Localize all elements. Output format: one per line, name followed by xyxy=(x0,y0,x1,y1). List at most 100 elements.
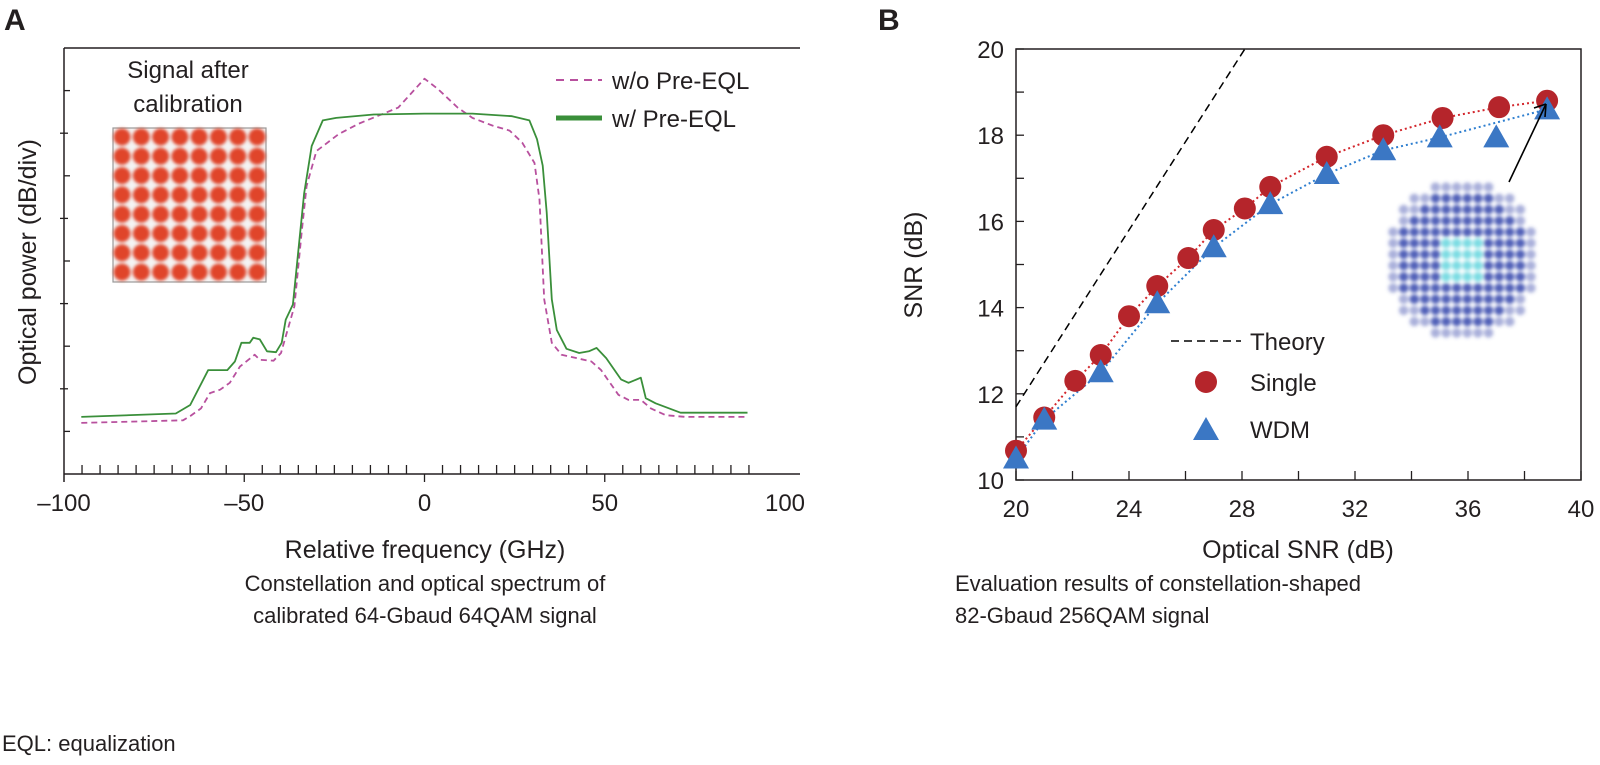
constellation-point xyxy=(1441,238,1451,248)
data-point-single xyxy=(1488,96,1511,119)
x-tick-label: –50 xyxy=(224,490,264,517)
constellation-point xyxy=(248,225,266,242)
constellation-point xyxy=(113,263,131,281)
constellation-point xyxy=(1515,283,1526,293)
constellation-point xyxy=(1388,260,1398,271)
constellation-point xyxy=(1398,260,1409,271)
constellation-point xyxy=(248,205,266,223)
data-point-single xyxy=(1146,275,1169,298)
constellation-point xyxy=(1473,316,1483,327)
constellation-point xyxy=(1504,283,1515,293)
constellation-point xyxy=(171,263,189,281)
constellation-point xyxy=(1409,238,1420,248)
constellation-point xyxy=(1451,204,1462,215)
constellation-point xyxy=(1483,294,1494,305)
y-tick-label: 14 xyxy=(977,296,1004,323)
constellation-point xyxy=(152,128,170,146)
constellation-point xyxy=(190,147,208,165)
constellation-point xyxy=(1430,283,1441,293)
legend-label-single: Single xyxy=(1250,370,1317,397)
constellation-point xyxy=(152,147,170,165)
y-axis-label-a: Optical power (dB/div) xyxy=(14,139,42,385)
constellation-point xyxy=(1451,316,1462,327)
constellation-point xyxy=(1430,305,1441,316)
constellation-point xyxy=(1526,238,1536,248)
constellation-point xyxy=(1504,249,1515,260)
wdm-fit-curve xyxy=(1015,108,1548,459)
constellation-point xyxy=(1462,182,1473,192)
data-point-single xyxy=(1202,219,1225,242)
constellation-point xyxy=(113,205,131,223)
constellation-point xyxy=(248,167,266,185)
constellation-point xyxy=(1441,216,1451,226)
constellation-point xyxy=(1515,305,1526,316)
constellation-point xyxy=(1398,272,1409,282)
constellation-point xyxy=(1409,294,1420,305)
constellation-point xyxy=(248,186,266,204)
constellation-point xyxy=(1441,193,1451,204)
constellation-point xyxy=(1515,272,1526,282)
constellation-point xyxy=(171,186,189,204)
constellation-point xyxy=(1473,216,1483,226)
x-tick-label: 50 xyxy=(591,490,618,517)
constellation-point xyxy=(248,147,266,165)
x-axis-label-b: Optical SNR (dB) xyxy=(1202,536,1394,564)
x-tick-label: –100 xyxy=(37,490,90,517)
constellation-point xyxy=(1420,316,1430,327)
constellation-point xyxy=(1451,328,1462,338)
legend-swatch-single xyxy=(1195,371,1217,393)
constellation-point xyxy=(1409,272,1420,282)
y-axis-label-b: SNR (dB) xyxy=(900,212,928,319)
panel-b-series xyxy=(1003,48,1561,469)
constellation-point xyxy=(1473,193,1483,204)
data-point-wdm xyxy=(1483,124,1510,148)
constellation-point xyxy=(132,205,150,223)
constellation-point xyxy=(229,263,247,281)
constellation-point xyxy=(1420,249,1430,260)
constellation-point xyxy=(1451,249,1462,260)
constellation-point xyxy=(1462,193,1473,204)
constellation-point xyxy=(152,186,170,204)
constellation-point xyxy=(1441,260,1451,271)
constellation-point xyxy=(1504,272,1515,282)
constellation-point xyxy=(1398,283,1409,293)
data-point-wdm xyxy=(1200,234,1227,258)
constellation-point xyxy=(1409,283,1420,293)
constellation-point xyxy=(1483,316,1494,327)
arrow-head-icon xyxy=(1533,103,1547,118)
constellation-point xyxy=(210,147,227,165)
x-axis-label-a: Relative frequency (GHz) xyxy=(285,536,566,564)
constellation-point xyxy=(1473,227,1483,237)
constellation-point xyxy=(1451,260,1462,271)
constellation-point xyxy=(1420,204,1430,215)
constellation-point xyxy=(1494,316,1504,327)
constellation-point xyxy=(1451,294,1462,305)
data-point-wdm xyxy=(1313,160,1340,184)
constellation-point xyxy=(1420,260,1430,271)
constellation-point xyxy=(1451,216,1462,226)
constellation-point xyxy=(113,244,131,262)
constellation-point xyxy=(229,225,247,242)
data-point-single xyxy=(1259,175,1282,198)
constellation-point xyxy=(171,147,189,165)
constellation-point xyxy=(1473,238,1483,248)
constellation-point xyxy=(1462,249,1473,260)
constellation-point xyxy=(1441,328,1451,338)
constellation-point xyxy=(1504,227,1515,237)
constellation-point xyxy=(1388,249,1398,260)
footnote: EQL: equalization xyxy=(2,731,176,756)
y-tick-label: 20 xyxy=(977,37,1004,64)
x-tick-label: 24 xyxy=(1116,496,1143,523)
arrow-line xyxy=(1508,103,1547,183)
x-tick-label: 0 xyxy=(418,490,431,517)
constellation-point xyxy=(1430,328,1441,338)
constellation-point xyxy=(190,205,208,223)
constellation-point xyxy=(1462,272,1473,282)
caption-a-line1: Constellation and optical spectrum of xyxy=(245,571,607,596)
constellation-point xyxy=(1388,272,1398,282)
constellation-point xyxy=(113,167,131,185)
constellation-point xyxy=(132,167,150,185)
constellation-point xyxy=(248,244,266,262)
constellation-point xyxy=(1526,283,1536,293)
constellation-point xyxy=(1483,193,1494,204)
